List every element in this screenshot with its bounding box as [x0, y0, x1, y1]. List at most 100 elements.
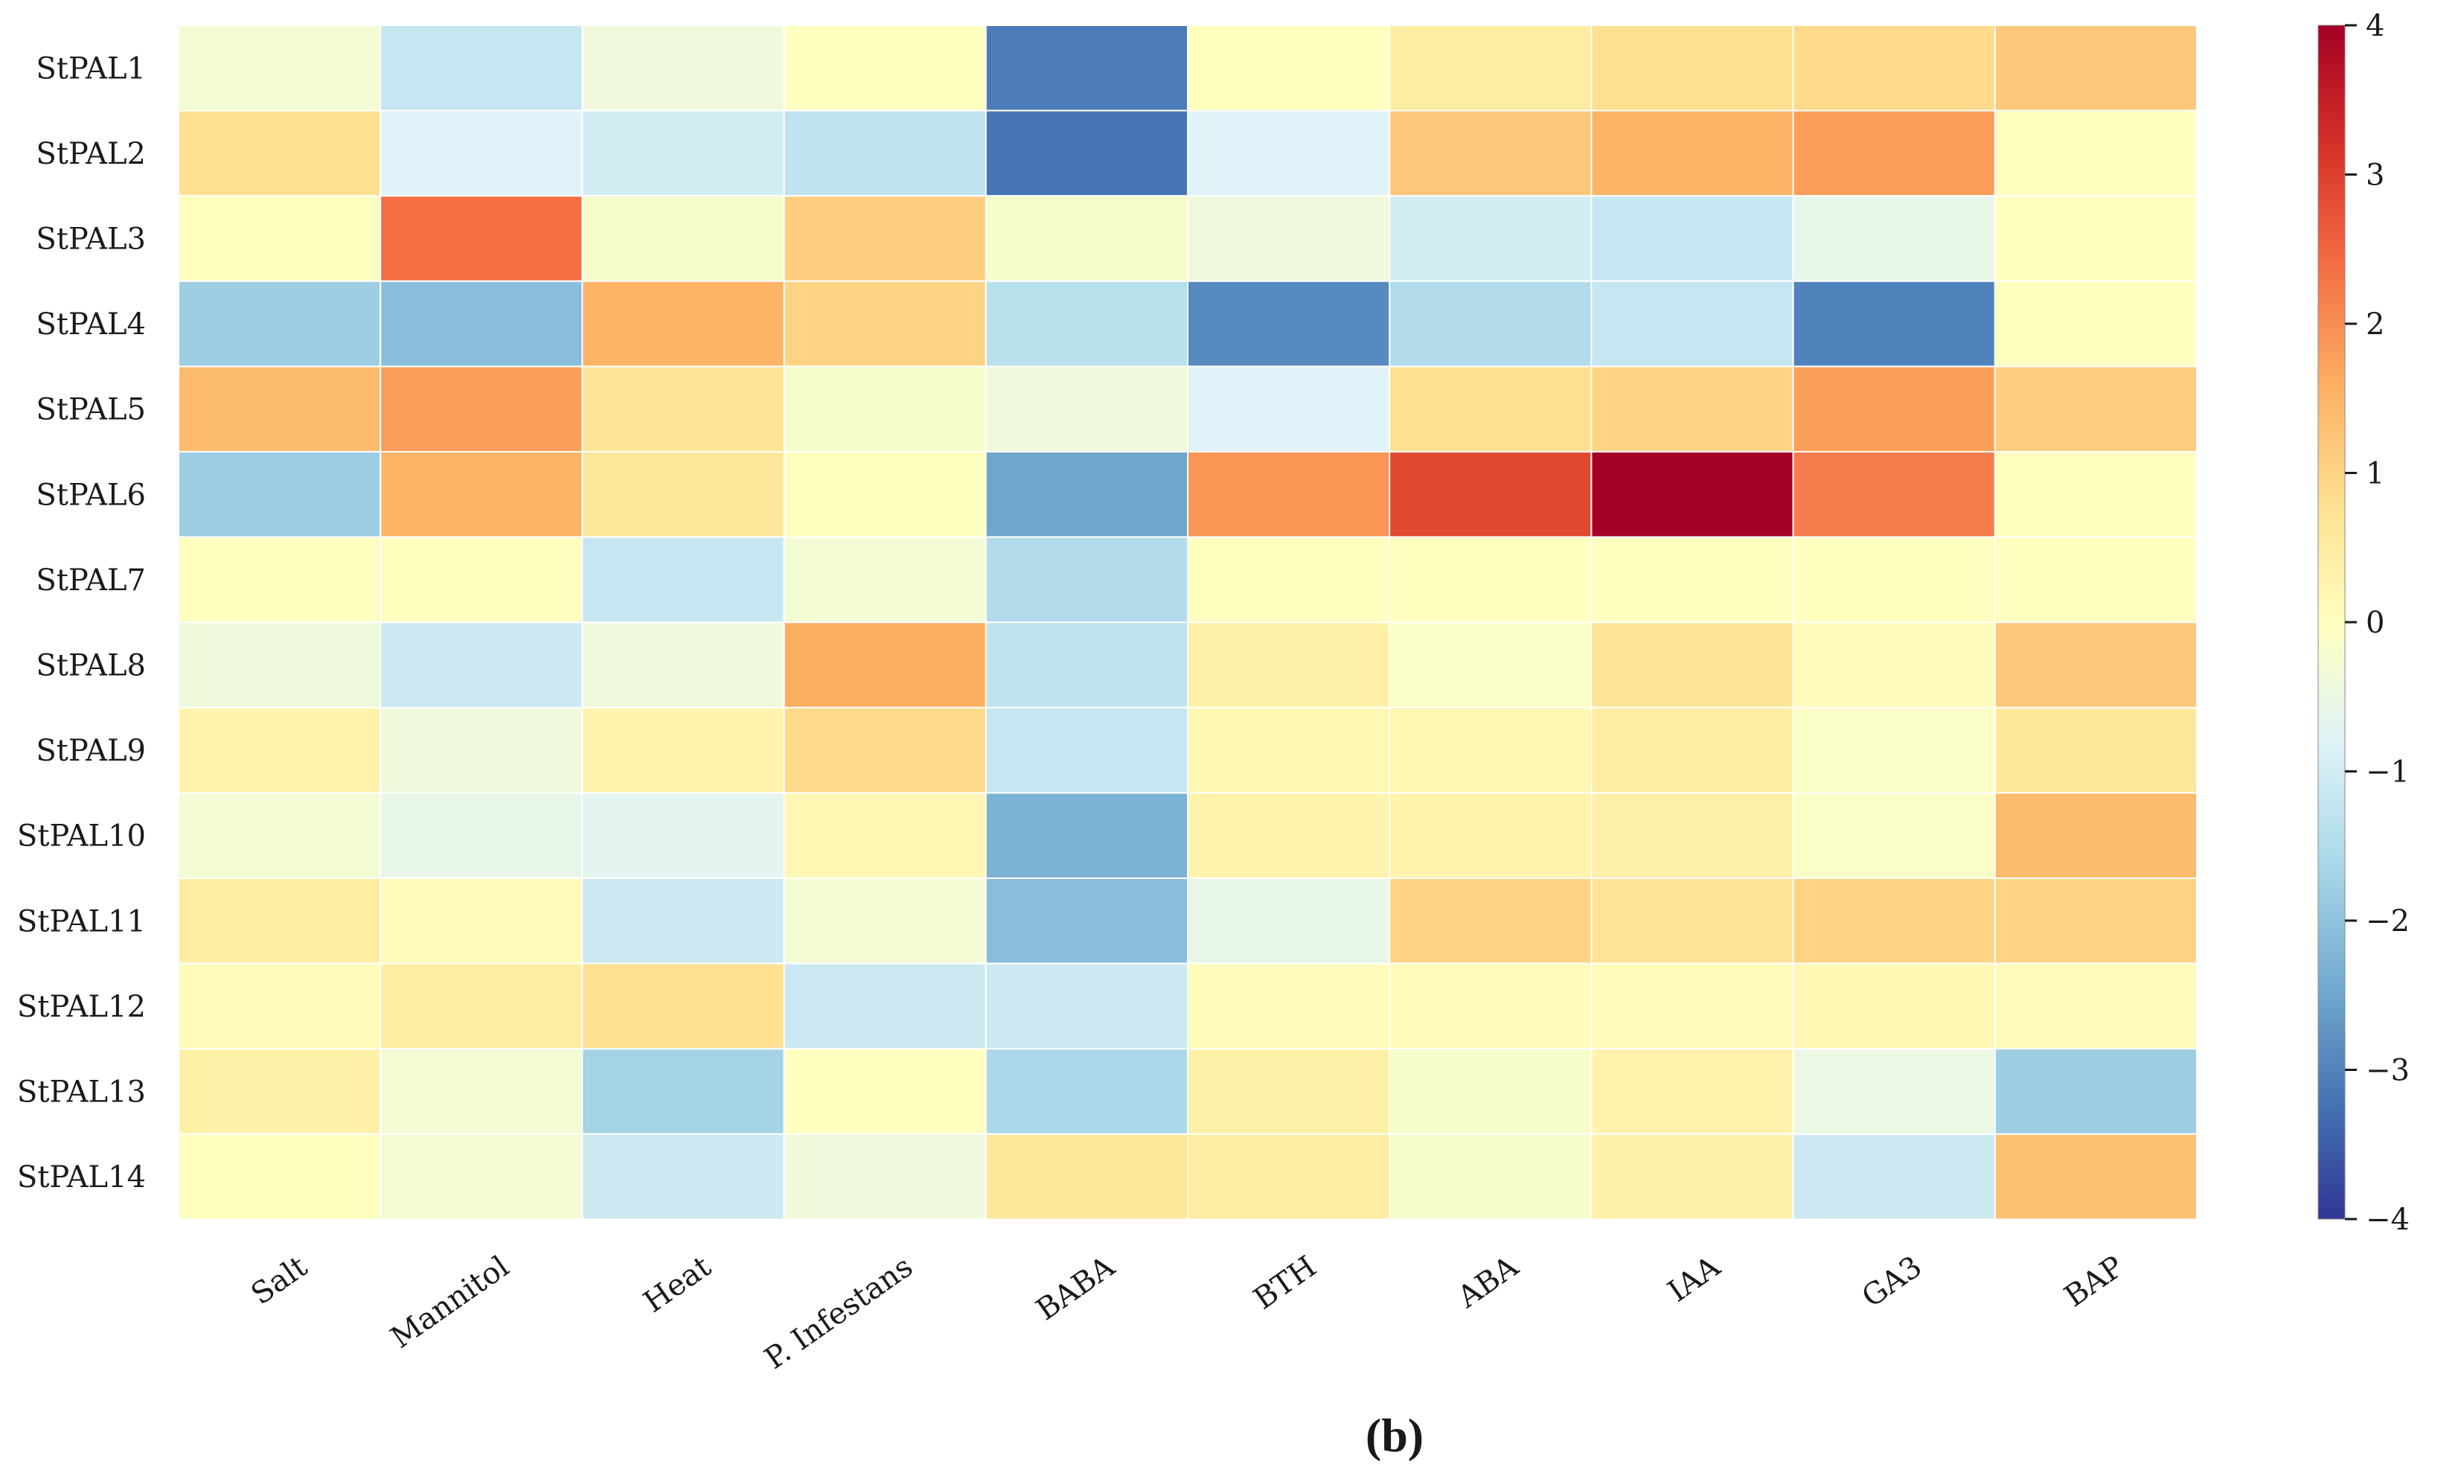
- heatmap-cell: [1590, 280, 1794, 368]
- heatmap-cell: [1389, 792, 1593, 880]
- heatmap-cell: [783, 25, 987, 112]
- heatmap-cell: [1590, 25, 1794, 112]
- heatmap-cell: [985, 1133, 1189, 1221]
- heatmap-cell: [1792, 109, 1996, 197]
- column-label: Salt: [245, 1250, 313, 1312]
- heatmap-cell: [783, 621, 987, 709]
- heatmap-cell: [380, 621, 583, 709]
- colorbar: −4 −3 −2 −1 0 1 2 3 4: [2317, 9, 2410, 1237]
- heatmap-cell: [1389, 1133, 1593, 1221]
- heatmap-cell: [380, 962, 583, 1050]
- heatmap-cell: [380, 25, 583, 112]
- colorbar-tick-label: 3: [2366, 159, 2384, 193]
- heatmap-cell: [1792, 195, 1996, 282]
- heatmap-cell: [581, 365, 785, 452]
- heatmap-cell: [1590, 877, 1794, 965]
- heatmap-cell: [985, 365, 1189, 452]
- heatmap-cell: [1187, 792, 1391, 880]
- heatmap-cell: [178, 792, 382, 880]
- column-label: Mannitol: [385, 1250, 516, 1355]
- heatmap-cell: [985, 877, 1189, 965]
- heatmap-cell: [1187, 25, 1391, 112]
- heatmap-cell: [783, 451, 987, 538]
- row-label: StPAL13: [17, 1075, 146, 1110]
- heatmap-cell: [985, 706, 1189, 794]
- colorbar-tick-label: −3: [2366, 1054, 2410, 1088]
- heatmap-cell: [1994, 1133, 2198, 1221]
- heatmap-cell: [380, 877, 583, 965]
- heatmap-cell: [985, 280, 1189, 368]
- heatmap-cell: [1792, 877, 1996, 965]
- heatmap-cell: [178, 1048, 382, 1135]
- heatmap-cell: [1590, 1133, 1794, 1221]
- row-label: StPAL1: [36, 51, 146, 86]
- heatmap-cell: [380, 451, 583, 538]
- heatmap-cell: [178, 962, 382, 1050]
- heatmap-cell: [581, 1048, 785, 1135]
- heatmap-cell: [1389, 25, 1593, 112]
- heatmap-cell: [178, 621, 382, 709]
- row-label: StPAL3: [36, 223, 146, 257]
- heatmap-cell: [1389, 536, 1593, 624]
- heatmap-cell: [178, 25, 382, 112]
- heatmap-cell: [178, 365, 382, 452]
- heatmap-cell: [1187, 536, 1391, 624]
- heatmap-cell: [1994, 25, 2198, 112]
- row-label: StPAL10: [17, 819, 146, 854]
- heatmap-cells: [178, 25, 2198, 1221]
- heatmap-cell: [1389, 451, 1593, 538]
- heatmap-cell: [1994, 1048, 2198, 1135]
- heatmap-cell: [1187, 1133, 1391, 1221]
- heatmap-cell: [581, 451, 785, 538]
- heatmap-cell: [1187, 706, 1391, 794]
- column-label: BTH: [1247, 1250, 1322, 1317]
- row-label: StPAL14: [17, 1160, 146, 1194]
- heatmap-cell: [1187, 962, 1391, 1050]
- row-labels: StPAL1 StPAL2 StPAL3 StPAL4 StPAL5 StPAL6 StPA…: [17, 51, 146, 1194]
- colorbar-tick-label: −4: [2366, 1203, 2410, 1237]
- heatmap-cell: [1389, 706, 1593, 794]
- heatmap-cell: [985, 109, 1189, 197]
- heatmap-cell: [1792, 280, 1996, 368]
- heatmap-cell: [1389, 877, 1593, 965]
- heatmap-cell: [1590, 1048, 1794, 1135]
- heatmap-cell: [1389, 1048, 1593, 1135]
- column-label: P. Infestans: [758, 1250, 919, 1376]
- heatmap-cell: [581, 962, 785, 1050]
- heatmap-cell: [581, 280, 785, 368]
- heatmap-cell: [1590, 109, 1794, 197]
- heatmap-cell: [985, 25, 1189, 112]
- heatmap-cell: [783, 706, 987, 794]
- heatmap-cell: [985, 195, 1189, 282]
- heatmap-cell: [380, 1048, 583, 1135]
- heatmap-cell: [178, 536, 382, 624]
- heatmap-cell: [783, 365, 987, 452]
- row-label: StPAL11: [17, 904, 146, 938]
- heatmap-cell: [380, 365, 583, 452]
- heatmap-cell: [380, 195, 583, 282]
- colorbar-tick-label: −2: [2366, 904, 2410, 938]
- colorbar-tick-label: 4: [2366, 9, 2384, 43]
- column-labels: Salt Mannitol Heat P. Infestans BABA BTH ABA IA…: [245, 1249, 2130, 1376]
- row-label: StPAL4: [36, 307, 146, 342]
- row-label: StPAL9: [36, 734, 146, 768]
- row-label: StPAL12: [17, 990, 146, 1024]
- colorbar-gradient: [2317, 25, 2346, 1220]
- heatmap-cell: [1994, 451, 2198, 538]
- heatmap-cell: [380, 536, 583, 624]
- heatmap-cell: [1389, 962, 1593, 1050]
- heatmap-cell: [783, 280, 987, 368]
- heatmap-cell: [1590, 451, 1794, 538]
- row-label: StPAL5: [36, 393, 146, 427]
- heatmap-cell: [783, 1133, 987, 1221]
- heatmap-cell: [1590, 365, 1794, 452]
- heatmap-cell: [178, 195, 382, 282]
- heatmap-cell: [581, 792, 785, 880]
- colorbar-tick-label: 2: [2366, 307, 2384, 342]
- colorbar-tick-label: −1: [2366, 755, 2410, 790]
- heatmap-cell: [1389, 280, 1593, 368]
- heatmap-cell: [1994, 365, 2198, 452]
- heatmap-cell: [1994, 962, 2198, 1050]
- heatmap-cell: [1389, 195, 1593, 282]
